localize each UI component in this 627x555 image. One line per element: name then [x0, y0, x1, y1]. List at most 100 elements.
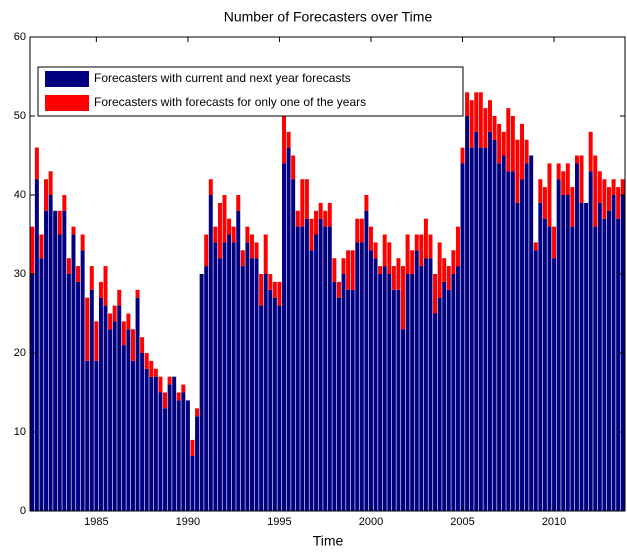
bar-segment: [80, 234, 85, 251]
bar-segment: [34, 179, 39, 511]
y-tick-label: 50: [14, 110, 26, 122]
legend-swatch: [45, 71, 89, 87]
bar-segment: [272, 297, 277, 511]
bar-segment: [346, 250, 351, 290]
bar-segment: [355, 242, 360, 511]
bar-segment: [419, 234, 424, 267]
bar-segment: [304, 218, 309, 511]
bar-segment: [89, 266, 94, 290]
bar-segment: [130, 360, 135, 511]
bar-segment: [570, 226, 575, 511]
bar-segment: [282, 116, 287, 164]
bar-segment: [597, 171, 602, 203]
bar-segment: [121, 321, 126, 346]
bar-segment: [455, 266, 460, 511]
bar-segment: [71, 226, 76, 235]
bar-segment: [538, 202, 543, 511]
bar-segment: [117, 305, 122, 511]
bar-segment: [314, 210, 319, 235]
bar-segment: [263, 274, 268, 511]
bar-segment: [158, 392, 163, 511]
bar-segment: [465, 92, 470, 116]
bar-segment: [304, 179, 309, 219]
bar-segment: [565, 195, 570, 511]
bar-segment: [396, 289, 401, 511]
bar-segment: [158, 376, 163, 393]
bar-segment: [149, 376, 154, 511]
bar-segment: [515, 139, 520, 203]
bar-segment: [410, 274, 415, 511]
bar-segment: [240, 266, 245, 511]
bar-segment: [236, 195, 241, 211]
bar-segment: [405, 274, 410, 511]
bar-segment: [263, 234, 268, 274]
bar-segment: [121, 345, 126, 511]
bar-segment: [506, 108, 511, 172]
bar-segment: [217, 258, 222, 511]
bar-segment: [30, 226, 35, 274]
bar-segment: [378, 266, 383, 274]
bar-segment: [323, 210, 328, 227]
bar-segment: [277, 305, 282, 511]
bar-segment: [62, 195, 67, 211]
bar-segment: [437, 297, 442, 511]
bar-segment: [355, 218, 360, 243]
bar-segment: [474, 92, 479, 132]
bar-segment: [176, 400, 181, 511]
bar-segment: [30, 274, 35, 511]
bar-segment: [520, 179, 525, 511]
bar-segment: [433, 274, 438, 314]
bar-segment: [606, 210, 611, 512]
bar-segment: [616, 218, 621, 511]
bar-segment: [455, 226, 460, 267]
bar-segment: [112, 305, 117, 322]
bar-segment: [593, 155, 598, 227]
bar-segment: [300, 226, 305, 511]
bar-segment: [318, 218, 323, 511]
bar-segment: [460, 147, 465, 164]
bar-segment: [80, 250, 85, 512]
bar-segment: [556, 163, 561, 180]
bar-segment: [208, 179, 213, 195]
bar-segment: [181, 384, 186, 393]
bar-segment: [286, 131, 291, 148]
bar-segment: [163, 392, 168, 409]
bar-segment: [602, 218, 607, 511]
bar-segment: [213, 226, 218, 243]
bar-segment: [570, 187, 575, 227]
bar-segment: [217, 202, 222, 259]
bar-segment: [227, 234, 232, 511]
bar-segment: [542, 218, 547, 511]
bar-segment: [561, 195, 566, 511]
bar-segment: [66, 258, 71, 274]
bar-segment: [103, 305, 108, 511]
bar-segment: [501, 155, 506, 511]
bar-segment: [368, 250, 373, 512]
bar-segment: [254, 258, 259, 511]
bar-segment: [286, 147, 291, 511]
bar-segment: [565, 163, 570, 195]
bar-segment: [341, 274, 346, 511]
bar-segment: [62, 210, 67, 512]
bar-segment: [48, 171, 53, 195]
bar-segment: [584, 202, 589, 511]
bar-segment: [185, 400, 190, 511]
bar-segment: [240, 250, 245, 267]
bar-segment: [492, 139, 497, 511]
bar-segment: [76, 266, 81, 282]
bar-segment: [295, 226, 300, 511]
bar-segment: [492, 116, 497, 140]
y-tick-label: 0: [20, 505, 26, 517]
bar-segment: [314, 234, 319, 511]
bar-segment: [44, 210, 49, 512]
bar-segment: [336, 297, 341, 511]
bar-segment: [85, 360, 90, 511]
bar-segment: [378, 274, 383, 511]
bar-segment: [167, 384, 172, 511]
bar-segment: [318, 202, 323, 219]
x-tick-label: 1985: [84, 516, 108, 528]
legend-box: [37, 66, 464, 117]
bar-segment: [98, 297, 103, 511]
bar-segment: [547, 163, 552, 227]
bar-segment: [291, 179, 296, 511]
